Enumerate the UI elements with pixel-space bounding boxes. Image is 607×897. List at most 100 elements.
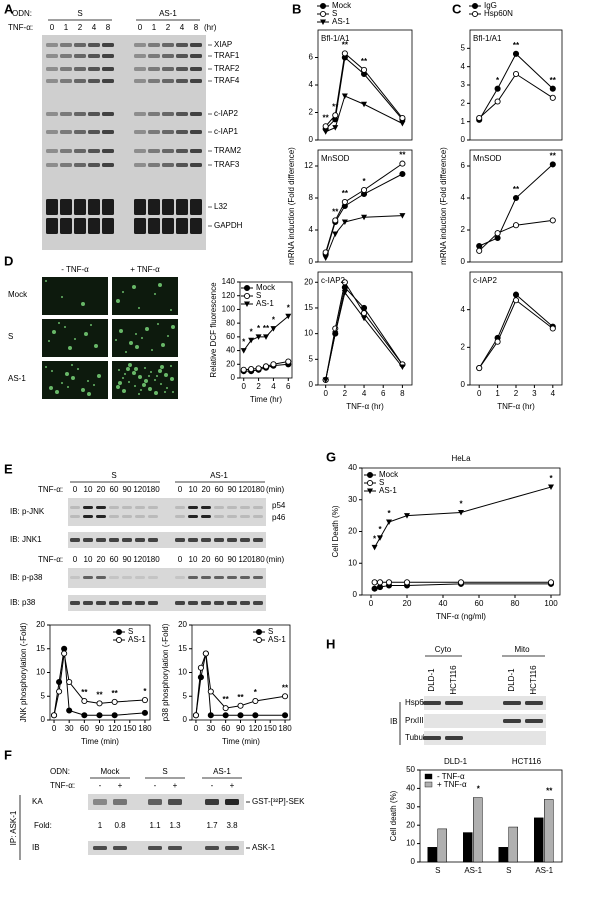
cell [150, 371, 152, 373]
cell [52, 330, 56, 334]
band [88, 130, 100, 134]
cell [132, 285, 136, 289]
band [175, 601, 185, 605]
cell [49, 386, 53, 390]
y-tick-label: 0 [461, 135, 466, 144]
label: HCT116 [449, 665, 458, 695]
label: 8 [106, 23, 111, 32]
y-tick-label: 20 [304, 277, 313, 286]
band [74, 79, 86, 83]
marker [141, 709, 148, 716]
band [176, 163, 188, 167]
cell [93, 384, 95, 386]
marker [360, 186, 368, 194]
cell [138, 375, 142, 379]
label: Mock [100, 767, 120, 776]
data-line [478, 53, 554, 121]
marker [512, 194, 520, 202]
gel [88, 841, 244, 855]
band [240, 576, 250, 579]
label: Fold: [34, 821, 52, 830]
y-tick-label: 40 [226, 346, 235, 355]
label: IB [32, 843, 40, 852]
annotation: * [254, 688, 258, 697]
y-tick-label: 40 [348, 463, 357, 472]
y-tick-label: 0 [183, 715, 188, 724]
marker [115, 628, 123, 636]
band [70, 576, 80, 579]
marker [377, 535, 383, 541]
band [205, 799, 219, 805]
marker [240, 348, 247, 354]
bar [463, 832, 473, 863]
marker [240, 366, 247, 373]
marker [322, 255, 329, 261]
y-axis-label: Relative DCF fluorescence [209, 282, 218, 378]
band [60, 218, 72, 234]
band [162, 54, 174, 58]
cell [81, 388, 85, 392]
band [188, 601, 198, 605]
band [109, 576, 119, 579]
gel [68, 568, 266, 588]
legend-label: AS-1 [268, 635, 286, 644]
band [46, 163, 58, 167]
band [96, 506, 106, 509]
marker [322, 129, 329, 135]
marker [192, 712, 200, 719]
legend-label: Mock [256, 283, 276, 292]
x-tick-label: 2 [256, 382, 261, 391]
marker [319, 2, 327, 10]
band [96, 601, 106, 605]
y-tick-label: 1 [461, 117, 466, 126]
band [190, 43, 202, 47]
label: 60 [215, 555, 224, 564]
cell [87, 380, 89, 382]
cell [154, 293, 156, 295]
plot-frame [419, 769, 563, 863]
marker [458, 509, 464, 516]
marker [248, 366, 255, 373]
y-tick-label: 15 [304, 303, 313, 312]
annotation: ** [342, 189, 349, 198]
y-axis-label: JNK phosphorylation (-Fold) [19, 622, 28, 722]
band [503, 701, 521, 705]
label: TRAF4 [214, 76, 240, 85]
band [148, 846, 162, 850]
label: 1.1 [149, 821, 161, 830]
bar [534, 817, 544, 863]
band [214, 601, 224, 605]
band [423, 701, 441, 705]
bar [437, 828, 447, 863]
label: + [230, 781, 235, 790]
cell [166, 387, 168, 389]
label: + TNF-α [130, 265, 160, 274]
marker [332, 217, 339, 224]
chart-title: c-IAP2 [321, 276, 346, 285]
label: 0.8 [114, 821, 126, 830]
legend-label: S [379, 478, 384, 487]
label: 120 [238, 555, 252, 564]
marker [512, 50, 520, 57]
y-tick-label: 2 [461, 342, 466, 351]
cell [148, 375, 150, 377]
marker [255, 636, 263, 644]
y-axis-label: p38 phosphorylation (-Fold) [161, 623, 170, 721]
y-tick-label: 8 [309, 193, 314, 202]
band [148, 43, 160, 47]
cell [158, 283, 162, 287]
label: TNF-α: [50, 781, 75, 790]
band [205, 846, 219, 850]
label: 1.7 [206, 821, 218, 830]
band [83, 515, 93, 518]
band [214, 506, 224, 509]
band [74, 218, 86, 234]
legend-label: S [332, 9, 337, 18]
marker [197, 664, 204, 671]
label: IB: p-p38 [10, 573, 43, 582]
band [445, 736, 463, 740]
label: 60 [110, 555, 119, 564]
x-tick-label: S [435, 866, 440, 875]
band [134, 218, 146, 234]
label: TRAF3 [214, 160, 240, 169]
